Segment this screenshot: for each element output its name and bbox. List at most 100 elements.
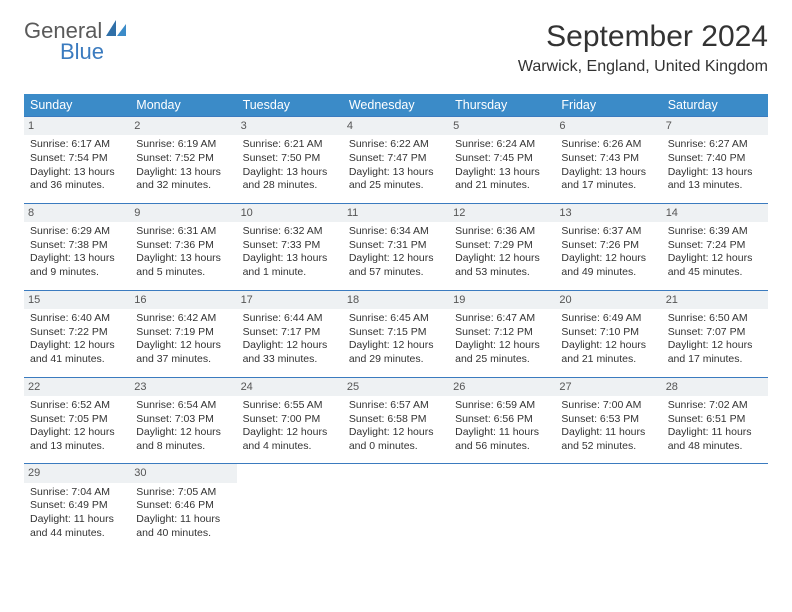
sunset-text: Sunset: 7:07 PM	[668, 326, 762, 340]
col-wednesday: Wednesday	[343, 94, 449, 117]
calendar-cell: 28Sunrise: 7:02 AMSunset: 6:51 PMDayligh…	[662, 377, 768, 464]
day2-text: and 9 minutes.	[30, 266, 124, 280]
sunrise-text: Sunrise: 6:22 AM	[349, 138, 443, 152]
calendar-cell: 24Sunrise: 6:55 AMSunset: 7:00 PMDayligh…	[237, 377, 343, 464]
sunset-text: Sunset: 7:47 PM	[349, 152, 443, 166]
sunrise-text: Sunrise: 7:05 AM	[136, 486, 230, 500]
day1-text: Daylight: 11 hours	[455, 426, 549, 440]
day2-text: and 25 minutes.	[349, 179, 443, 193]
month-title: September 2024	[518, 20, 768, 54]
day1-text: Daylight: 12 hours	[30, 426, 124, 440]
day2-text: and 40 minutes.	[136, 527, 230, 541]
sunset-text: Sunset: 7:17 PM	[243, 326, 337, 340]
calendar-cell: 9Sunrise: 6:31 AMSunset: 7:36 PMDaylight…	[130, 203, 236, 290]
calendar-cell: 12Sunrise: 6:36 AMSunset: 7:29 PMDayligh…	[449, 203, 555, 290]
day1-text: Daylight: 12 hours	[349, 339, 443, 353]
col-thursday: Thursday	[449, 94, 555, 117]
day2-text: and 36 minutes.	[30, 179, 124, 193]
calendar-cell: 18Sunrise: 6:45 AMSunset: 7:15 PMDayligh…	[343, 290, 449, 377]
day1-text: Daylight: 13 hours	[561, 166, 655, 180]
sunset-text: Sunset: 7:29 PM	[455, 239, 549, 253]
sunset-text: Sunset: 7:10 PM	[561, 326, 655, 340]
title-block: September 2024 Warwick, England, United …	[518, 20, 768, 76]
day-number: 10	[237, 204, 343, 222]
day-number: 4	[343, 117, 449, 135]
day1-text: Daylight: 12 hours	[455, 339, 549, 353]
day2-text: and 29 minutes.	[349, 353, 443, 367]
calendar-cell: 23Sunrise: 6:54 AMSunset: 7:03 PMDayligh…	[130, 377, 236, 464]
sunrise-text: Sunrise: 6:39 AM	[668, 225, 762, 239]
sunrise-text: Sunrise: 6:40 AM	[30, 312, 124, 326]
day2-text: and 4 minutes.	[243, 440, 337, 454]
day1-text: Daylight: 13 hours	[243, 252, 337, 266]
sunrise-text: Sunrise: 6:19 AM	[136, 138, 230, 152]
sunrise-text: Sunrise: 6:31 AM	[136, 225, 230, 239]
calendar-cell	[555, 464, 661, 550]
sunset-text: Sunset: 6:58 PM	[349, 413, 443, 427]
day2-text: and 33 minutes.	[243, 353, 337, 367]
day1-text: Daylight: 11 hours	[561, 426, 655, 440]
day1-text: Daylight: 13 hours	[349, 166, 443, 180]
day2-text: and 25 minutes.	[455, 353, 549, 367]
day2-text: and 32 minutes.	[136, 179, 230, 193]
calendar-cell: 22Sunrise: 6:52 AMSunset: 7:05 PMDayligh…	[24, 377, 130, 464]
day-number: 24	[237, 378, 343, 396]
sunrise-text: Sunrise: 6:49 AM	[561, 312, 655, 326]
calendar-cell: 7Sunrise: 6:27 AMSunset: 7:40 PMDaylight…	[662, 117, 768, 204]
day-number: 19	[449, 291, 555, 309]
sunset-text: Sunset: 6:46 PM	[136, 499, 230, 513]
day-number: 14	[662, 204, 768, 222]
day-number: 28	[662, 378, 768, 396]
sunrise-text: Sunrise: 6:54 AM	[136, 399, 230, 413]
day2-text: and 48 minutes.	[668, 440, 762, 454]
sunset-text: Sunset: 7:03 PM	[136, 413, 230, 427]
sunset-text: Sunset: 7:43 PM	[561, 152, 655, 166]
sunset-text: Sunset: 7:26 PM	[561, 239, 655, 253]
day-number: 15	[24, 291, 130, 309]
day-number: 9	[130, 204, 236, 222]
calendar-cell	[449, 464, 555, 550]
sunrise-text: Sunrise: 6:42 AM	[136, 312, 230, 326]
day1-text: Daylight: 11 hours	[668, 426, 762, 440]
sunset-text: Sunset: 7:24 PM	[668, 239, 762, 253]
day2-text: and 21 minutes.	[455, 179, 549, 193]
sunrise-text: Sunrise: 7:00 AM	[561, 399, 655, 413]
calendar-cell: 14Sunrise: 6:39 AMSunset: 7:24 PMDayligh…	[662, 203, 768, 290]
location-text: Warwick, England, United Kingdom	[518, 58, 768, 76]
day2-text: and 13 minutes.	[668, 179, 762, 193]
brand-text-2: Blue	[60, 42, 128, 63]
day2-text: and 21 minutes.	[561, 353, 655, 367]
sunrise-text: Sunrise: 7:02 AM	[668, 399, 762, 413]
day2-text: and 17 minutes.	[668, 353, 762, 367]
day-number: 16	[130, 291, 236, 309]
col-saturday: Saturday	[662, 94, 768, 117]
sunset-text: Sunset: 7:52 PM	[136, 152, 230, 166]
sunrise-text: Sunrise: 6:45 AM	[349, 312, 443, 326]
day1-text: Daylight: 13 hours	[455, 166, 549, 180]
sunset-text: Sunset: 7:19 PM	[136, 326, 230, 340]
calendar-cell: 2Sunrise: 6:19 AMSunset: 7:52 PMDaylight…	[130, 117, 236, 204]
sunrise-text: Sunrise: 6:27 AM	[668, 138, 762, 152]
calendar-cell: 13Sunrise: 6:37 AMSunset: 7:26 PMDayligh…	[555, 203, 661, 290]
sunset-text: Sunset: 7:50 PM	[243, 152, 337, 166]
sunrise-text: Sunrise: 6:50 AM	[668, 312, 762, 326]
calendar-table: Sunday Monday Tuesday Wednesday Thursday…	[24, 94, 768, 550]
calendar-cell: 20Sunrise: 6:49 AMSunset: 7:10 PMDayligh…	[555, 290, 661, 377]
sunrise-text: Sunrise: 6:57 AM	[349, 399, 443, 413]
day-number: 29	[24, 464, 130, 482]
sunrise-text: Sunrise: 6:55 AM	[243, 399, 337, 413]
sunset-text: Sunset: 7:36 PM	[136, 239, 230, 253]
calendar-row: 29Sunrise: 7:04 AMSunset: 6:49 PMDayligh…	[24, 464, 768, 550]
calendar-row: 1Sunrise: 6:17 AMSunset: 7:54 PMDaylight…	[24, 117, 768, 204]
day-number: 12	[449, 204, 555, 222]
calendar-cell: 27Sunrise: 7:00 AMSunset: 6:53 PMDayligh…	[555, 377, 661, 464]
day1-text: Daylight: 13 hours	[136, 166, 230, 180]
sunset-text: Sunset: 7:33 PM	[243, 239, 337, 253]
calendar-cell: 19Sunrise: 6:47 AMSunset: 7:12 PMDayligh…	[449, 290, 555, 377]
day2-text: and 5 minutes.	[136, 266, 230, 280]
brand-logo: General Blue	[24, 20, 128, 63]
day2-text: and 49 minutes.	[561, 266, 655, 280]
sunset-text: Sunset: 7:54 PM	[30, 152, 124, 166]
day2-text: and 44 minutes.	[30, 527, 124, 541]
day1-text: Daylight: 13 hours	[243, 166, 337, 180]
